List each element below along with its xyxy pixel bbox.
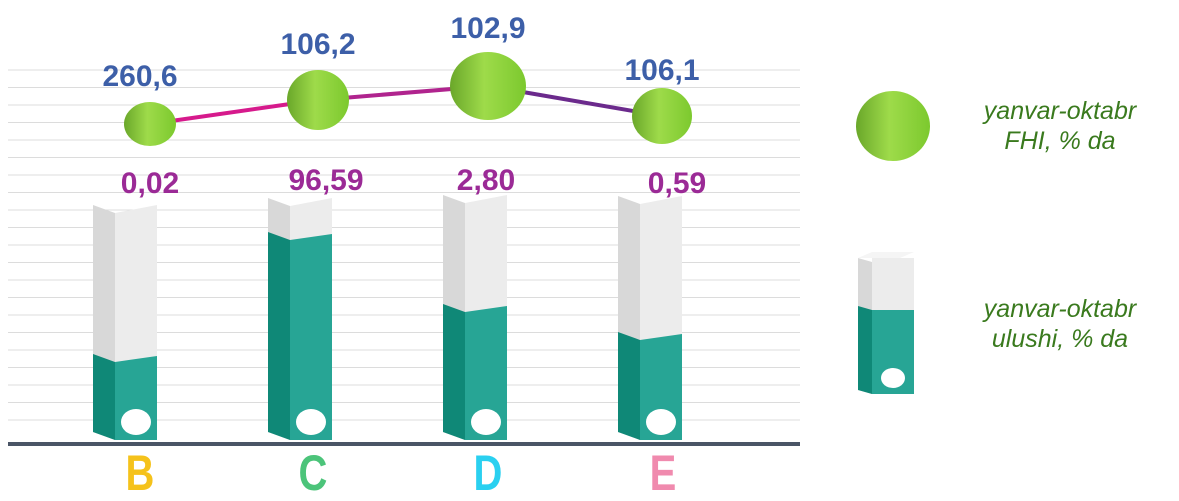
- bars-layer: [93, 195, 682, 440]
- legend-bar-side-fill: [858, 306, 872, 394]
- bar-side-fill: [443, 304, 465, 440]
- category-label-b: B: [125, 445, 155, 501]
- legend-bar-top: [858, 252, 914, 258]
- bubble-value-label: 260,6: [102, 60, 177, 93]
- bar-side-fill: [618, 332, 640, 440]
- legend-bubble-icon: [856, 91, 930, 161]
- bar-value-label: 0,59: [648, 167, 706, 200]
- category-label-c: C: [298, 445, 328, 501]
- category-label-e: E: [649, 445, 677, 501]
- legend-icons: [856, 91, 930, 394]
- bar-c: [268, 198, 332, 440]
- bar-value-label: 96,59: [288, 164, 363, 197]
- bubble-value-label: 106,2: [280, 28, 355, 61]
- legend-label-bar: yanvar-oktabr ulushi, % da: [983, 295, 1137, 353]
- bubble-value-label: 106,1: [624, 54, 699, 87]
- bar-front-fill: [465, 306, 507, 440]
- bar-oval: [471, 409, 501, 435]
- bar-oval: [296, 409, 326, 435]
- bar-front-fill: [290, 234, 332, 440]
- bar-value-label: 2,80: [457, 164, 515, 197]
- bar-oval: [121, 409, 151, 435]
- category-label-d: D: [473, 445, 503, 501]
- bubble-value-label: 102,9: [450, 12, 525, 45]
- bar-d: [443, 195, 507, 440]
- labels-layer: 260,6 106,2 102,9 106,1 0,02 96,59 2,80 0,59: [102, 12, 706, 200]
- line-layer: [124, 52, 692, 146]
- bubble-point-e: [632, 88, 692, 144]
- bar-oval: [646, 409, 676, 435]
- bar-e: [618, 196, 682, 440]
- bubble-point-d: [450, 52, 526, 120]
- legend-bar-oval: [881, 368, 905, 388]
- bubble-point-b: [124, 102, 176, 146]
- bar-side-fill: [268, 232, 290, 440]
- bubble-point-c: [287, 70, 349, 130]
- legend-label-bubble: yanvar-oktabr FHI, % da: [983, 97, 1137, 155]
- bar-b: [93, 205, 157, 440]
- bar-side-fill: [93, 354, 115, 440]
- bar-value-label: 0,02: [121, 167, 179, 200]
